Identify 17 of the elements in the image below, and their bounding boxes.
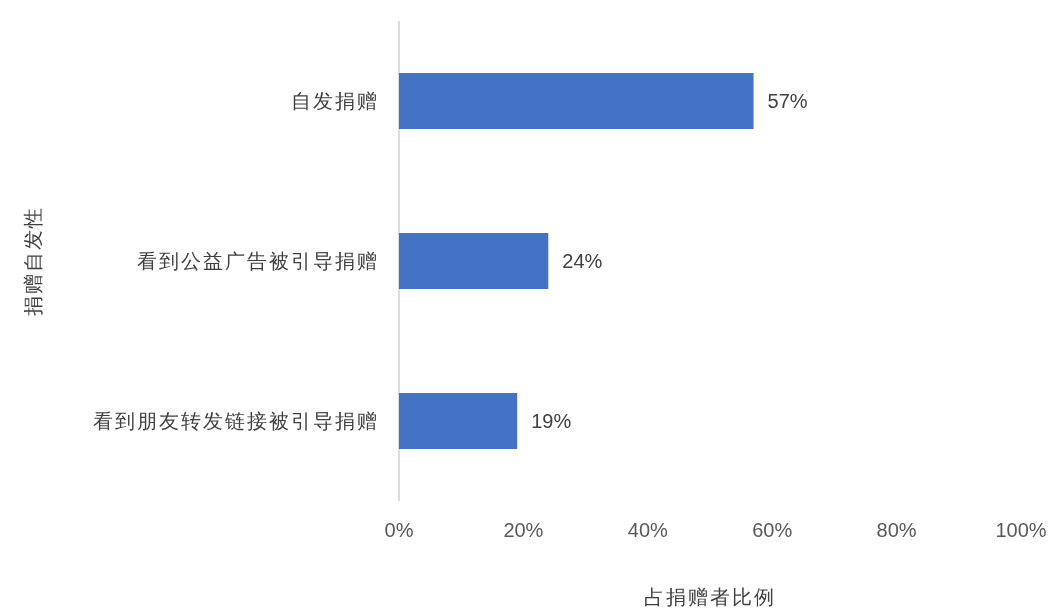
bar [399, 233, 549, 289]
data-label: 19% [531, 410, 572, 432]
y-tick-label: 看到朋友转发链接被引导捐赠 [93, 410, 379, 432]
y-axis-title: 捐赠自发性 [22, 206, 44, 316]
x-tick-label: 40% [627, 519, 669, 541]
x-tick-label: 80% [876, 519, 917, 541]
data-label: 57% [767, 90, 808, 112]
bar [399, 73, 754, 129]
x-tick-label: 100% [995, 519, 1047, 541]
bar [399, 393, 518, 449]
y-tick-label: 自发捐赠 [291, 90, 379, 112]
x-axis-title: 占捐赠者比例 [644, 586, 776, 608]
x-tick-label: 20% [503, 519, 544, 541]
x-tick-label: 0% [384, 519, 414, 541]
x-tick-label: 60% [752, 519, 793, 541]
data-label: 24% [562, 250, 603, 272]
y-tick-label: 看到公益广告被引导捐赠 [137, 250, 379, 272]
